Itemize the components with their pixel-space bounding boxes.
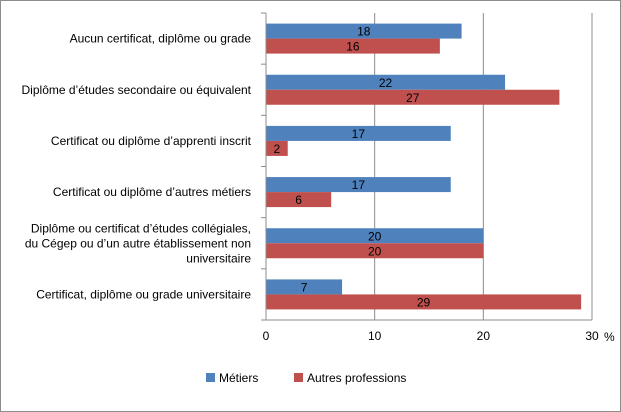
bar-autres <box>266 38 440 54</box>
legend-swatch <box>206 373 215 382</box>
data-label: 20 <box>368 229 382 243</box>
data-label: 29 <box>417 295 431 309</box>
category-label: Certificat, diplôme ou grade universitai… <box>36 287 251 301</box>
data-label: 17 <box>352 127 366 141</box>
bar-metiers <box>266 125 451 141</box>
bar-metiers <box>266 279 343 295</box>
bar-autres <box>266 192 332 208</box>
category-label: Diplôme d’études secondaire ou équivalen… <box>22 83 252 97</box>
legend-label: Autres professions <box>307 371 406 385</box>
legend-label: Métiers <box>219 371 258 385</box>
data-label: 17 <box>352 178 366 192</box>
data-label: 27 <box>406 91 420 105</box>
bar-metiers <box>266 74 506 90</box>
data-label: 22 <box>379 76 393 90</box>
data-label: 6 <box>295 193 302 207</box>
bar-metiers <box>266 228 484 244</box>
category-label: Aucun certificat, diplôme ou grade <box>70 32 252 46</box>
bar-autres <box>266 243 484 259</box>
x-unit-label: % <box>604 330 615 344</box>
bar-metiers <box>266 23 462 39</box>
x-tick-label: 20 <box>477 329 491 343</box>
legend-swatch <box>294 373 303 382</box>
data-label: 7 <box>301 280 308 294</box>
data-label: 16 <box>346 40 360 54</box>
category-label: Certificat ou diplôme d’autres métiers <box>53 185 251 199</box>
category-label: universitaire <box>186 251 251 265</box>
x-tick-label: 30 <box>585 329 599 343</box>
data-label: 20 <box>368 244 382 258</box>
bar-autres <box>266 140 288 156</box>
data-label: 18 <box>357 25 371 39</box>
bar-metiers <box>266 177 451 193</box>
bar-autres <box>266 89 560 105</box>
data-label: 2 <box>274 142 281 156</box>
x-tick-label: 0 <box>263 329 270 343</box>
bar-autres <box>266 294 582 310</box>
category-label: Diplôme ou certificat d’études collégial… <box>31 221 251 235</box>
x-tick-label: 10 <box>368 329 382 343</box>
category-label: Certificat ou diplôme d’apprenti inscrit <box>51 134 252 148</box>
category-label: du Cégep ou d’un autre établissement non <box>25 236 251 250</box>
